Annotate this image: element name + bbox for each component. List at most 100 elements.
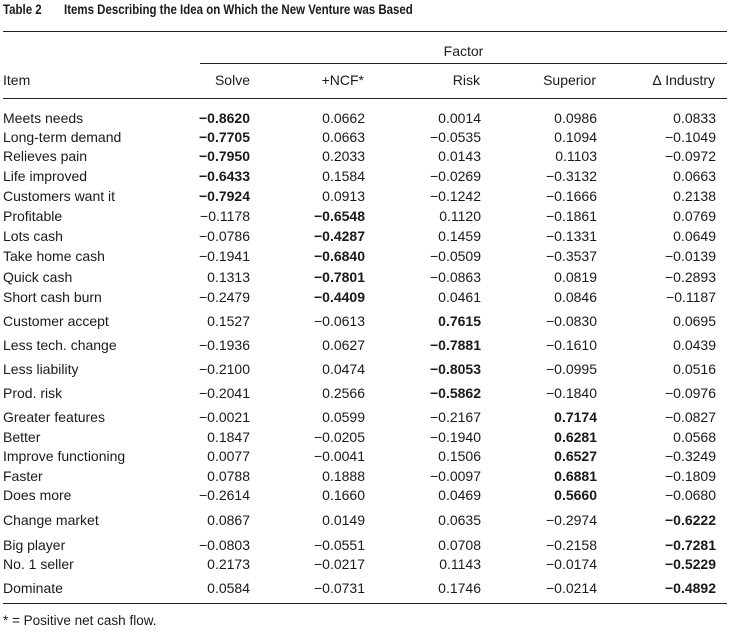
factor-loading-cell: 0.2173 [207,556,250,572]
footnote: * = Positive net cash flow. [3,613,157,628]
factor-spanner: Factor [443,43,484,59]
column-header-industry: ∆ Industry [652,72,715,88]
factor-loading-cell: 0.0635 [438,512,481,528]
factor-loading-cell: −0.0269 [430,168,481,184]
item-label: Meets needs [3,110,84,126]
factor-loading-cell: −0.6548 [314,208,365,224]
item-label: No. 1 seller [3,556,74,572]
factor-loading-cell: −0.2167 [430,409,481,425]
header-rule [3,98,727,99]
top-rule [3,31,727,32]
item-label: Greater features [3,409,105,425]
factor-loading-cell: −0.0786 [199,228,250,244]
item-label: Better [3,429,41,445]
factor-loading-cell: −0.7281 [665,537,716,553]
factor-loading-cell: −0.7950 [199,148,250,164]
factor-loading-cell: 0.0014 [438,110,481,126]
factor-loading-cell: −0.0205 [314,429,365,445]
factor-loading-cell: −0.1936 [199,337,250,353]
factor-loading-cell: 0.0819 [554,269,597,285]
factor-loading-cell: 0.0663 [673,168,716,184]
factor-loading-cell: 0.0461 [438,289,481,305]
factor-loading-cell: −0.4409 [314,289,365,305]
factor-loading-cell: −0.0995 [546,361,597,377]
factor-loading-cell: −0.1049 [665,129,716,145]
factor-loading-cell: 0.1120 [439,208,481,224]
factor-loading-cell: −0.2974 [546,512,597,528]
factor-loading-cell: −0.1187 [666,289,716,305]
factor-loading-cell: −0.0214 [546,580,597,596]
factor-loading-cell: 0.2033 [322,148,365,164]
factor-loading-cell: 0.1094 [554,129,597,145]
factor-loading-cell: 0.0846 [554,289,597,305]
factor-loading-cell: −0.7881 [430,337,481,353]
factor-loading-cell: 0.1506 [438,448,481,464]
table-title: Items Describing the Idea on Which the N… [64,2,413,17]
item-label: Relieves pain [3,148,88,164]
factor-loading-cell: −0.1610 [546,337,597,353]
factor-loading-cell: 0.0769 [673,208,716,224]
item-label: Customers want it [3,188,116,204]
factor-loading-cell: 0.1847 [207,429,250,445]
factor-loading-cell: 0.7615 [438,313,481,329]
factor-loading-cell: −0.0535 [430,129,481,145]
factor-loading-cell: −0.3537 [546,248,597,264]
factor-loading-cell: −0.6222 [665,512,716,528]
factor-loading-cell: −0.0976 [665,385,716,401]
spanner-rule [200,63,727,64]
factor-loading-cell: 0.0986 [554,110,597,126]
factor-loading-cell: −0.5862 [430,385,481,401]
factor-loading-cell: 0.2138 [673,188,716,204]
factor-loading-cell: 0.7174 [554,409,597,425]
item-label: Short cash burn [3,289,102,305]
factor-loading-cell: −0.8053 [430,361,481,377]
item-label: Life improved [3,168,88,184]
factor-loading-cell: −0.0509 [430,248,481,264]
factor-loading-cell: 0.1527 [207,313,250,329]
factor-loading-cell: 0.1660 [322,487,365,503]
factor-loading-cell: −0.0041 [314,448,365,464]
factor-loading-cell: −0.0803 [199,537,250,553]
factor-loading-cell: −0.2614 [199,487,250,503]
factor-loading-cell: −0.0680 [665,487,716,503]
factor-loading-cell: 0.0568 [673,429,716,445]
factor-loading-cell: −0.2158 [546,537,597,553]
item-label: Quick cash [3,269,73,285]
table-label: Table 2 [3,2,42,17]
factor-loading-cell: −0.0972 [665,148,716,164]
factor-loading-cell: −0.1666 [546,188,597,204]
factor-loading-cell: −0.1840 [546,385,597,401]
factor-loading-cell: −0.0613 [314,313,365,329]
column-header-superior: Superior [543,72,596,88]
factor-loading-cell: 0.5660 [554,487,597,503]
factor-loading-cell: −0.0863 [430,269,481,285]
factor-loading-cell: 0.0833 [673,110,716,126]
item-label: Less tech. change [3,337,117,353]
factor-loading-cell: 0.0469 [438,487,481,503]
factor-loading-cell: 0.6281 [554,429,597,445]
factor-loading-cell: −0.0217 [314,556,365,572]
factor-loading-cell: −0.0551 [314,537,365,553]
item-label: Long-term demand [3,129,122,145]
factor-loading-cell: 0.6881 [554,468,597,484]
column-header-solve: Solve [214,72,250,88]
factor-loading-cell: −0.4287 [314,228,365,244]
factor-loading-cell: −0.1809 [665,468,716,484]
factor-loading-cell: −0.0830 [546,313,597,329]
item-label: Profitable [3,208,63,224]
factor-loading-cell: −0.0731 [314,580,365,596]
factor-loading-cell: 0.0867 [207,512,250,528]
factor-loading-cell: −0.1331 [546,228,597,244]
factor-loading-cell: −0.6840 [314,248,365,264]
factor-loading-cell: −0.1861 [546,208,597,224]
factor-loading-cell: −0.2041 [199,385,250,401]
factor-loading-cell: 0.1584 [322,168,365,184]
item-label: Lots cash [3,228,63,244]
item-label: Faster [3,468,43,484]
factor-loading-cell: 0.0788 [207,468,250,484]
factor-loading-cell: −0.2479 [199,289,250,305]
factor-loading-cell: −0.7801 [314,269,365,285]
factor-loading-cell: −0.4892 [665,580,716,596]
factor-loading-cell: −0.1242 [430,188,481,204]
factor-loading-cell: 0.1143 [439,556,481,572]
